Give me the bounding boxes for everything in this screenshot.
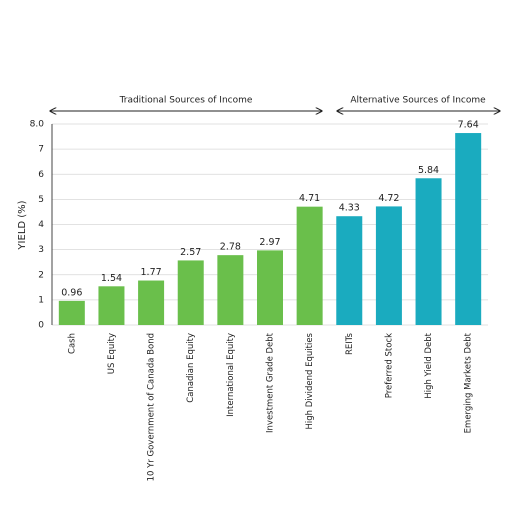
x-tick-label: Investment Grade Debt [266, 332, 276, 433]
bar [58, 300, 85, 325]
y-tick-label: 3 [38, 245, 44, 255]
value-label: 1.54 [101, 273, 122, 284]
group-annotation: Alternative Sources of Income [350, 96, 486, 106]
value-label: 1.77 [141, 267, 162, 278]
x-tick-label: Canadian Equity [186, 333, 196, 403]
x-tick-label: High Dividend Equities [305, 332, 315, 429]
value-label: 2.78 [220, 242, 241, 253]
x-tick-label: Preferred Stock [384, 333, 394, 398]
y-tick-label: 1 [38, 295, 44, 305]
x-tick-label: International Equity [226, 333, 236, 417]
bar [415, 178, 442, 325]
x-tick-label: US Equity [107, 333, 117, 374]
x-tick-label: REITs [345, 332, 355, 355]
value-label: 4.72 [378, 193, 399, 204]
y-tick-label: 0 [38, 321, 44, 331]
x-tick-label: 10 Yr Government of Canada Bond [147, 333, 157, 481]
bar [257, 250, 283, 325]
value-label: 4.71 [299, 193, 320, 204]
y-axis-title: YIELD (%) [17, 200, 28, 250]
value-label: 2.97 [259, 237, 280, 248]
bar [455, 133, 482, 325]
y-tick-label: 7 [38, 145, 44, 155]
x-tick-label: High Yield Debt [424, 332, 434, 398]
group-annotation: Traditional Sources of Income [119, 96, 253, 106]
y-tick-label: 6 [38, 170, 44, 180]
x-tick-label: Cash [67, 333, 77, 354]
value-label: 2.57 [180, 247, 201, 258]
bar [98, 286, 125, 325]
x-tick-label: Emerging Markets Debt [464, 332, 474, 433]
y-tick-label: 8.0 [30, 120, 45, 130]
y-tick-label: 5 [38, 195, 44, 205]
bar [217, 255, 244, 325]
bar [375, 206, 402, 325]
bar [296, 206, 323, 325]
value-label: 4.33 [339, 203, 360, 214]
bar [177, 260, 204, 325]
value-label: 5.84 [418, 165, 439, 176]
value-label: 7.64 [458, 120, 479, 131]
value-label: 0.96 [61, 287, 82, 298]
bar [336, 216, 363, 325]
y-tick-label: 2 [38, 270, 44, 280]
y-tick-label: 4 [38, 220, 44, 230]
bar [138, 280, 165, 325]
